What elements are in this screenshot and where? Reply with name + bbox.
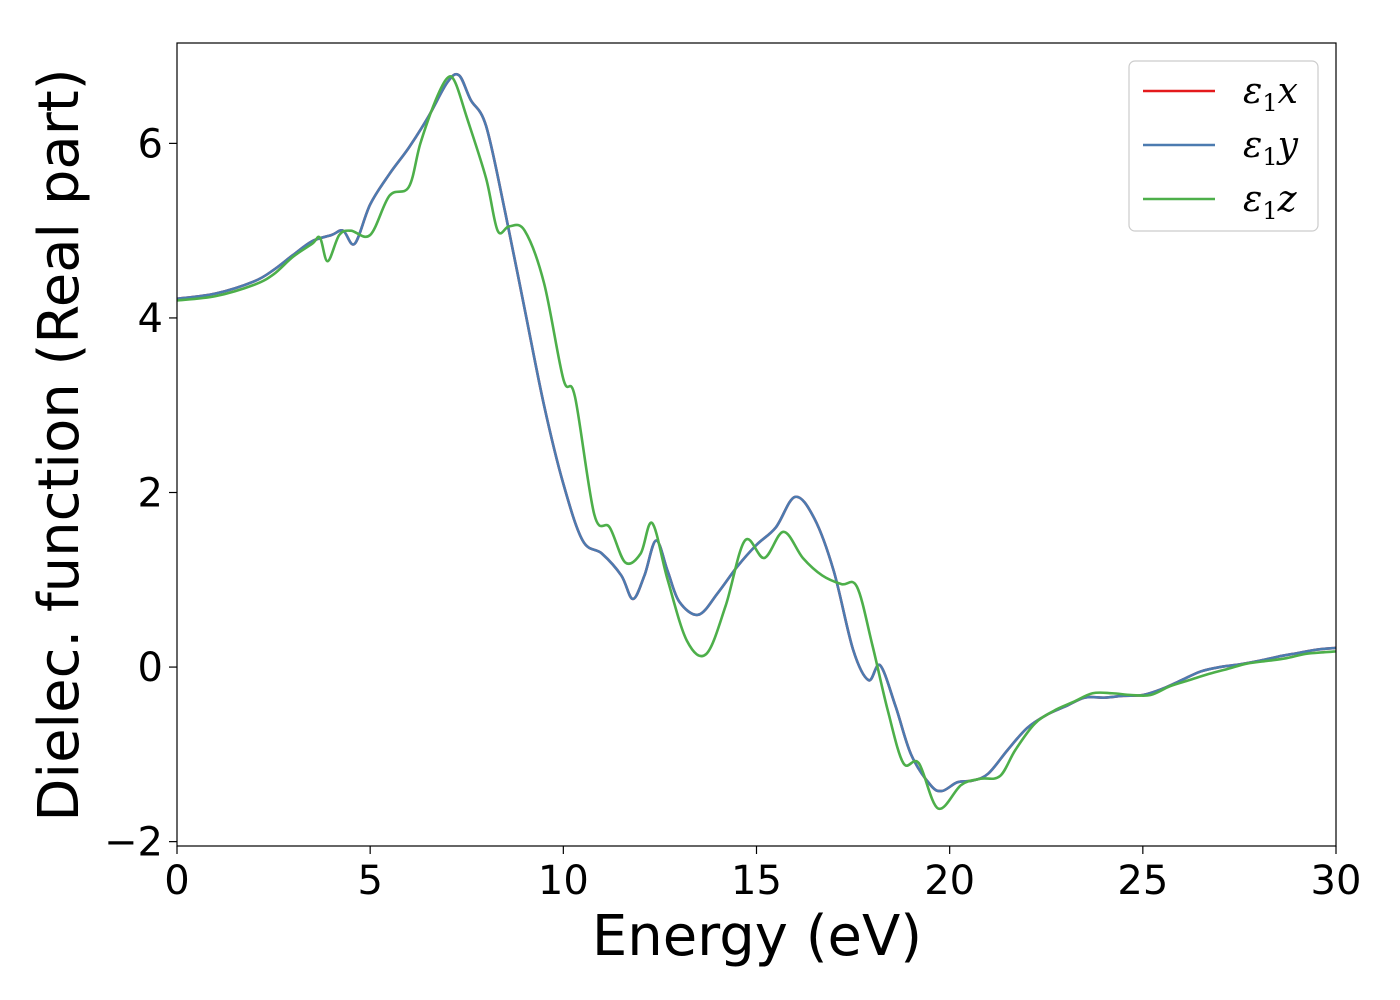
x-tick-label: 5 <box>357 858 382 904</box>
series-line-z <box>176 75 1337 811</box>
y-axis-label: Dielec. function (Real part) <box>27 68 92 821</box>
y-axis: −2 0 2 4 6 <box>104 121 177 866</box>
y-tick-label: −2 <box>104 820 163 866</box>
x-tick-label: 30 <box>1311 858 1362 904</box>
x-tick-label: 15 <box>731 858 782 904</box>
legend-label-z: ε1z <box>1243 179 1298 225</box>
y-tick-label: 2 <box>138 471 163 517</box>
legend: ε1x ε1y ε1z <box>1128 60 1319 232</box>
y-tick-label: 0 <box>138 645 163 691</box>
legend-box <box>1128 60 1319 232</box>
x-tick-label: 10 <box>538 858 589 904</box>
y-tick-label: 6 <box>138 121 163 167</box>
x-axis: 0 5 10 15 20 25 30 <box>164 846 1361 904</box>
legend-label-x: ε1x <box>1243 71 1298 117</box>
y-tick-label: 4 <box>138 296 163 342</box>
x-axis-label: Energy (eV) <box>592 904 922 969</box>
x-tick-label: 25 <box>1117 858 1168 904</box>
legend-label-y: ε1y <box>1243 125 1299 171</box>
x-tick-label: 20 <box>924 858 975 904</box>
series-layer <box>176 72 1337 811</box>
x-tick-label: 0 <box>164 858 189 904</box>
